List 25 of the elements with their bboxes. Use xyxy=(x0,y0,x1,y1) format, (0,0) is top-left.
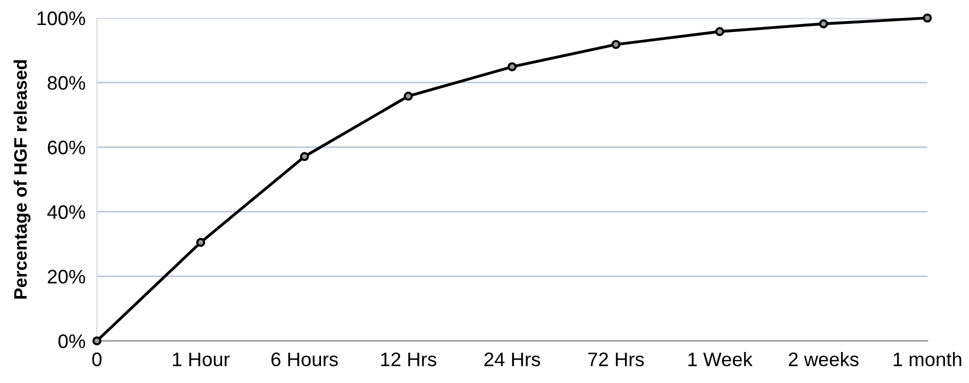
x-tick-label: 72 Hrs xyxy=(588,352,644,366)
point xyxy=(508,62,517,72)
y-axis-title: Percentage of HGF released xyxy=(14,60,31,299)
point xyxy=(92,336,102,346)
point xyxy=(819,19,828,28)
y-tick-label: 20% xyxy=(48,270,86,284)
x-tick-label: 1 month xyxy=(894,352,962,366)
y-tick-label: 40% xyxy=(47,205,86,219)
y-tick-label: 0% xyxy=(58,334,86,348)
point xyxy=(196,238,206,247)
point xyxy=(611,40,620,49)
x-tick-label: 12 Hrs xyxy=(381,352,436,366)
x-tick-label: 1 Week xyxy=(688,352,753,366)
point xyxy=(300,152,310,162)
x-tick-label: 2 weeks xyxy=(788,352,858,366)
y-tick-label: 60% xyxy=(48,140,86,154)
y-tick-label: 100% xyxy=(38,11,86,26)
point xyxy=(715,27,724,36)
x-tick-label: 24 Hrs xyxy=(484,352,540,366)
point xyxy=(404,92,413,101)
x-tick-label: 6 Hours xyxy=(271,352,338,366)
x-tick-label: 1 Hour xyxy=(173,352,230,366)
point xyxy=(922,13,932,23)
y-tick-label: 80% xyxy=(48,76,86,90)
x-tick-label: 0 xyxy=(92,352,102,366)
